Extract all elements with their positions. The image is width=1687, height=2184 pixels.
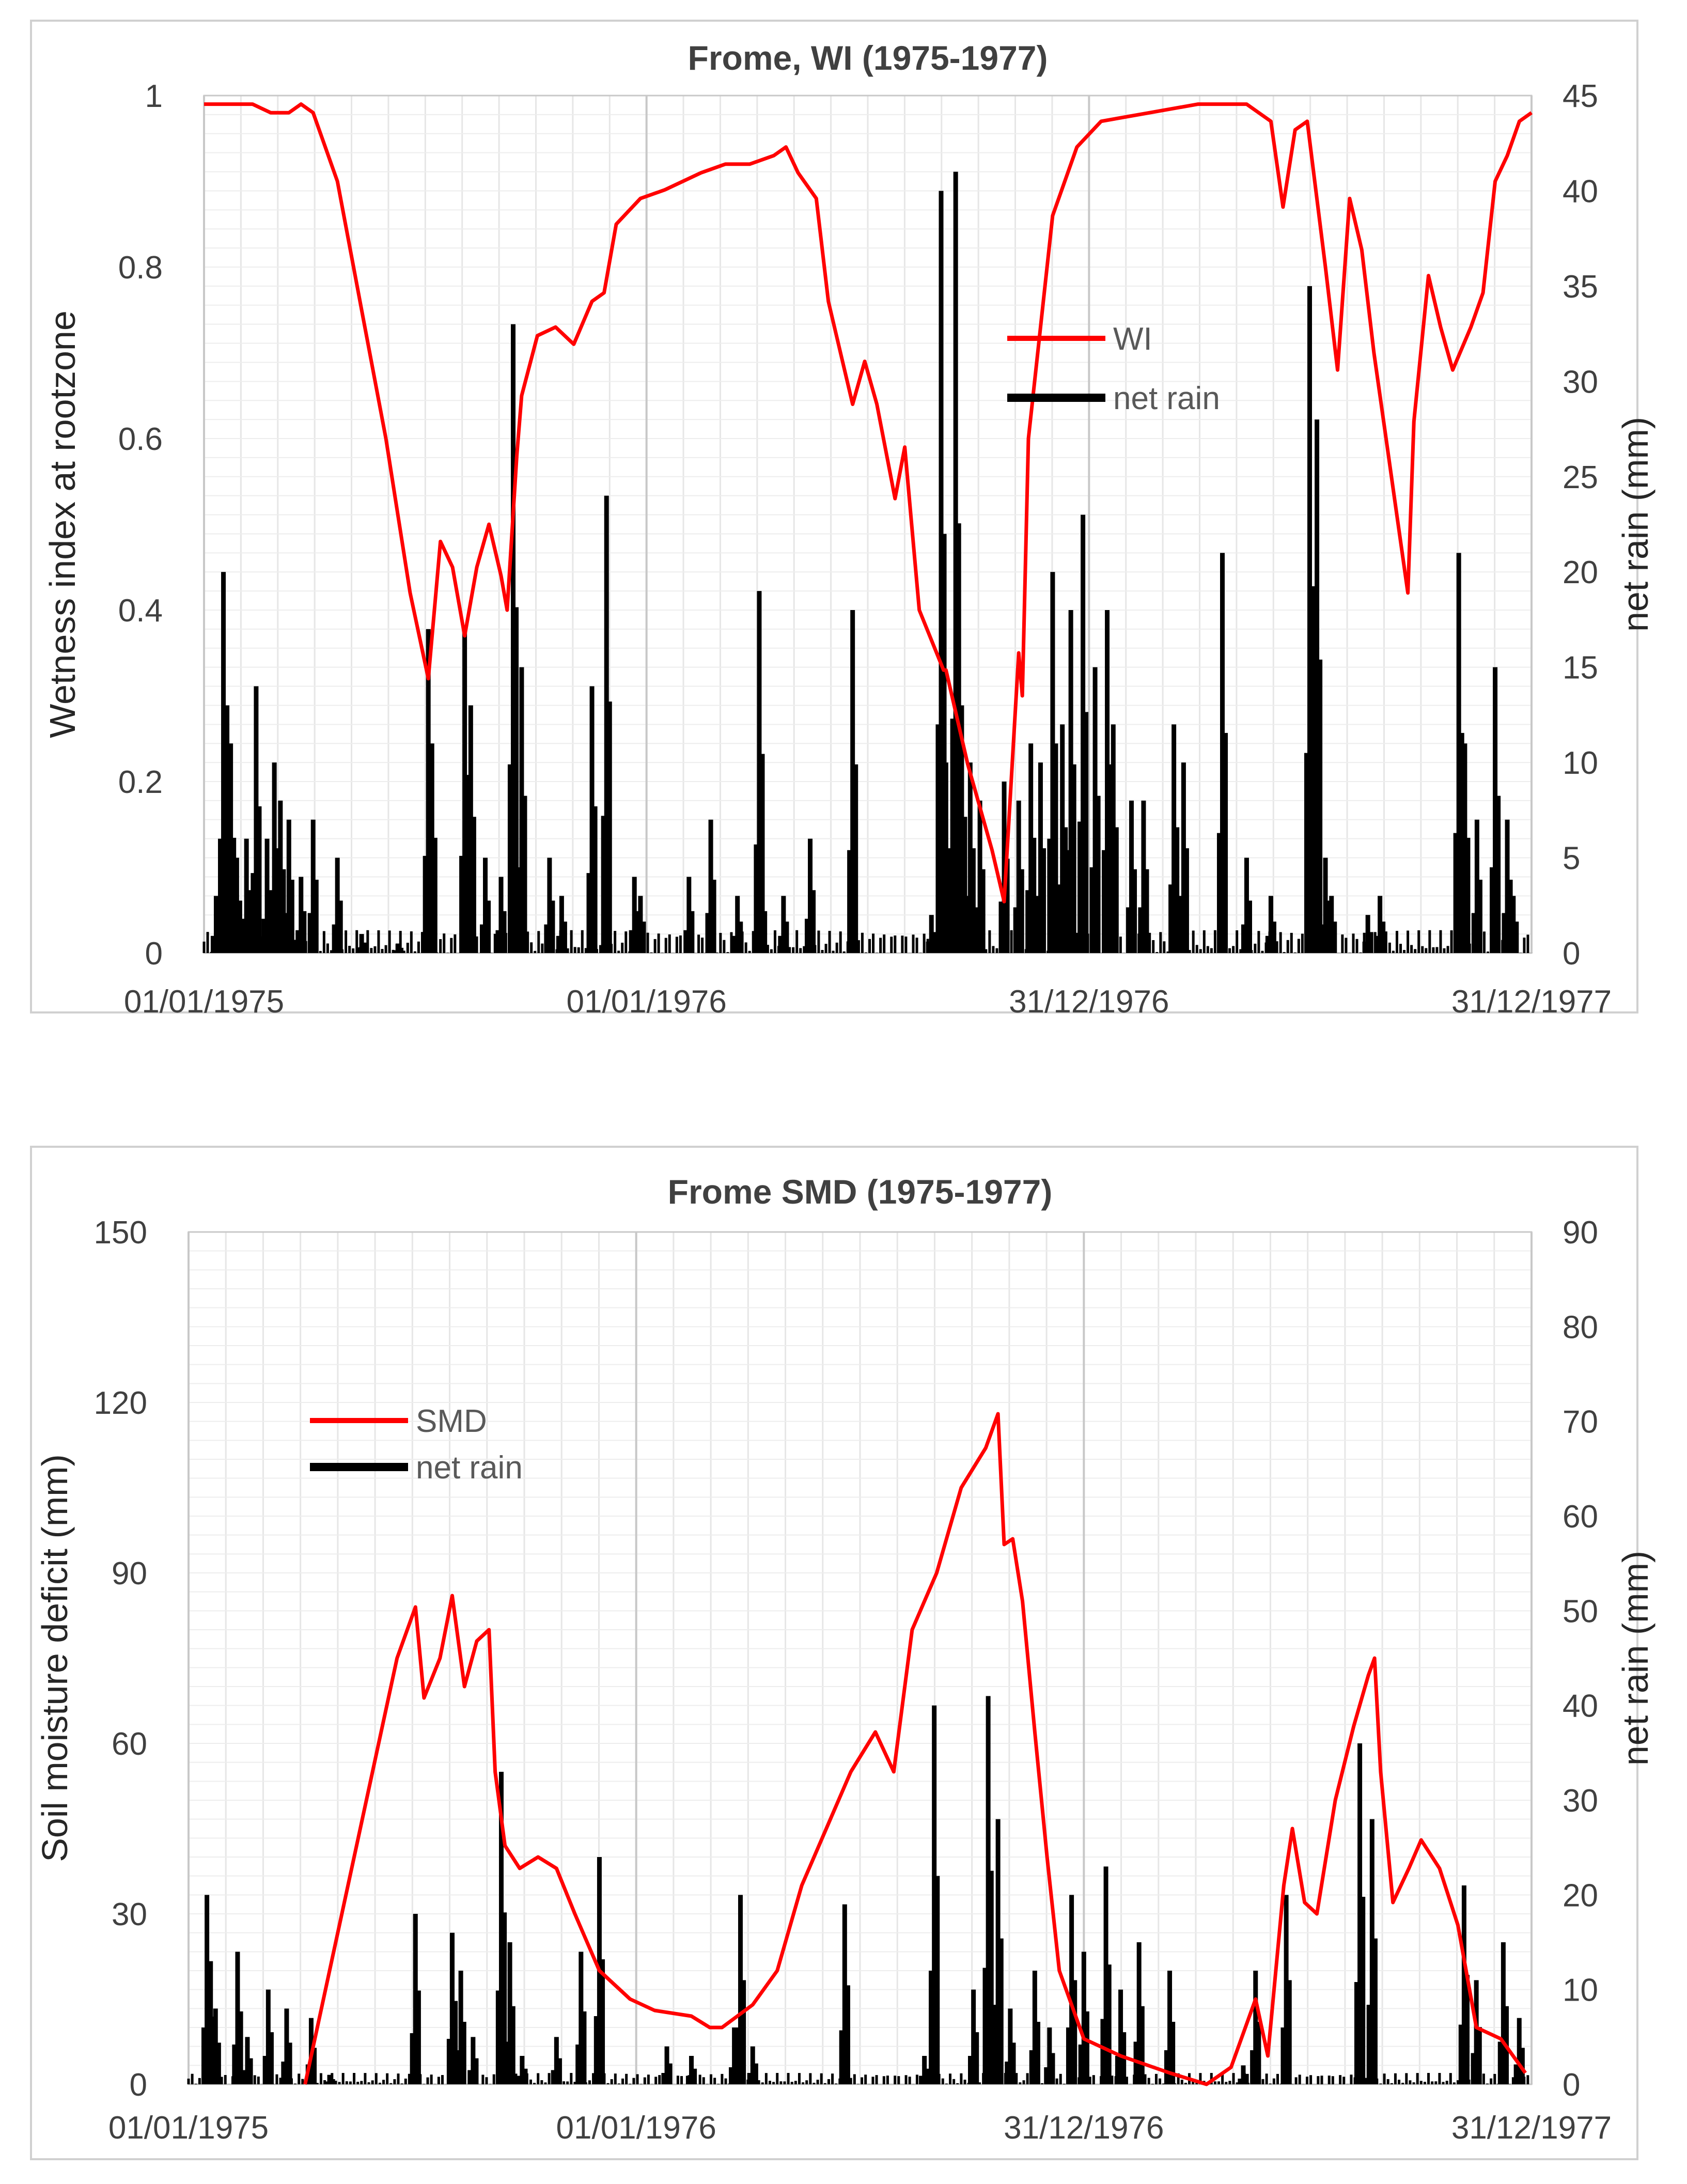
smd-line: [303, 1412, 1527, 2086]
plot-area: [188, 1231, 1533, 2085]
x-tick-label: 01/01/1976: [567, 984, 727, 1020]
y-tick-label: 1: [145, 79, 163, 114]
y2-tick-label: 35: [1563, 269, 1598, 305]
wi-chart-panel: Frome, WI (1975-1977) 0 0.2 0.4 0.6 0.8 1 0 5 10 1…: [0, 0, 1687, 1038]
y2-tick-label: 10: [1563, 745, 1598, 781]
y-tick-label: 0.6: [118, 422, 163, 457]
y2-tick-label: 20: [1563, 555, 1598, 590]
y2-tick-label: 70: [1563, 1405, 1598, 1440]
y-tick-label: 30: [112, 1897, 147, 1932]
x-tick-label: 01/01/1975: [108, 2110, 269, 2146]
y-tick-label: 0.2: [118, 765, 163, 800]
y-tick-label: 90: [112, 1556, 147, 1592]
y2-tick-label: 20: [1563, 1878, 1598, 1913]
x-tick-label: 31/12/1976: [1004, 2110, 1164, 2146]
y2-axis-title: net rain (mm): [1615, 1551, 1655, 1766]
y2-tick-label: 45: [1563, 79, 1598, 114]
y2-tick-label: 15: [1563, 650, 1598, 686]
y2-tick-label: 60: [1563, 1499, 1598, 1535]
y-axis-title: Wetness index at rootzone: [42, 310, 83, 738]
wi-chart: Frome, WI (1975-1977)00.20.40.60.8105101…: [30, 20, 1655, 1020]
x-tick-label: 01/01/1976: [556, 2110, 716, 2146]
y-tick-label: 150: [94, 1215, 147, 1251]
plot-area: [203, 95, 1533, 954]
y2-tick-label: 40: [1563, 174, 1598, 209]
chart-title: Frome, WI (1975-1977): [688, 39, 1048, 77]
y2-tick-label: 80: [1563, 1309, 1598, 1345]
y-tick-label: 120: [94, 1385, 147, 1421]
y-tick-label: 0: [130, 2067, 147, 2103]
x-tick-label: 31/12/1976: [1009, 984, 1169, 1020]
chart-border: [30, 1146, 1638, 2160]
y2-tick-label: 25: [1563, 460, 1598, 495]
legend-label: net rain: [416, 1450, 523, 1486]
x-tick-label: 31/12/1977: [1451, 984, 1612, 1020]
legend-label: WI: [1113, 321, 1152, 357]
y2-tick-label: 0: [1563, 936, 1580, 972]
x-tick-label: 31/12/1977: [1451, 2110, 1612, 2146]
y2-tick-label: 90: [1563, 1215, 1598, 1251]
y2-tick-label: 50: [1563, 1594, 1598, 1629]
legend: WI net rain: [1007, 321, 1220, 416]
y-tick-label: 0: [145, 936, 163, 972]
y2-tick-label: 40: [1563, 1689, 1598, 1724]
x-tick-label: 01/01/1975: [124, 984, 284, 1020]
y2-tick-label: 30: [1563, 1783, 1598, 1819]
y-tick-label: 0.8: [118, 250, 163, 286]
y2-tick-label: 10: [1563, 1973, 1598, 2008]
y2-tick-label: 5: [1563, 841, 1580, 877]
chart-border: [30, 20, 1638, 1013]
y2-tick-label: 0: [1563, 2067, 1580, 2103]
legend-label: net rain: [1113, 381, 1220, 416]
legend-label: SMD: [416, 1403, 487, 1439]
y2-tick-label: 30: [1563, 364, 1598, 400]
y-axis-title: Soil moisture deficit (mm): [35, 1454, 75, 1862]
y2-axis-title: net rain (mm): [1615, 417, 1655, 632]
legend: SMD net rain: [310, 1403, 523, 1486]
chart-title: Frome SMD (1975-1977): [668, 1173, 1053, 1211]
y-tick-label: 0.4: [118, 593, 163, 629]
smd-chart: Frome SMD (1975-1977) 0 30 60 90 120 150 0 10 20 3…: [30, 1146, 1655, 2160]
smd-chart-panel: Frome SMD (1975-1977) 0 30 60 90 120 150 0 10 20 3…: [0, 1126, 1687, 2181]
wi-line: [204, 102, 1533, 903]
y-tick-label: 60: [112, 1726, 147, 1762]
net-rain-series: [202, 171, 1533, 953]
